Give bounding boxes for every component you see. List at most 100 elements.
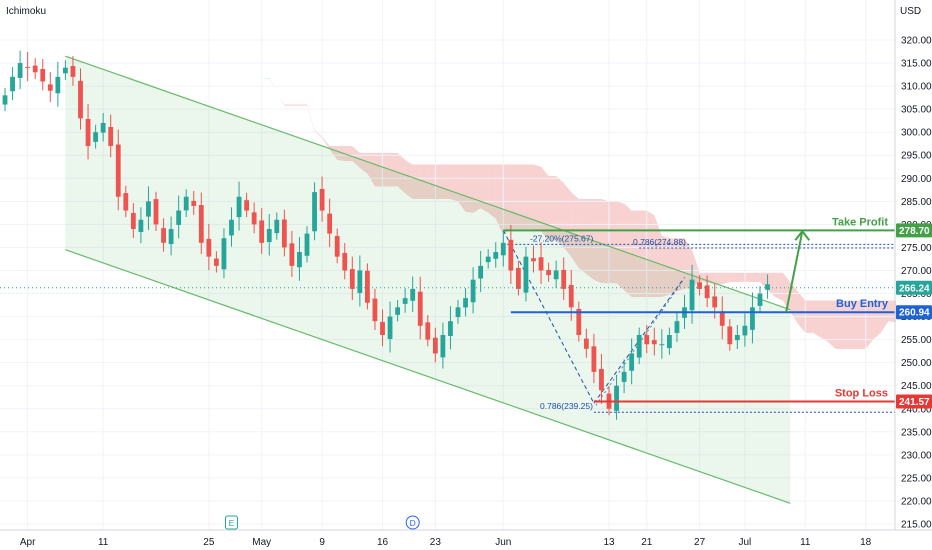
cloud-segment xyxy=(503,164,511,235)
candle-body xyxy=(266,228,272,243)
candle-body xyxy=(493,252,499,259)
candle-body xyxy=(553,270,559,280)
candle xyxy=(146,186,151,231)
candle-body xyxy=(432,337,438,354)
candle-body xyxy=(719,311,725,326)
price-tag-bg xyxy=(896,305,932,320)
candle-body xyxy=(357,270,363,293)
cloud-segment xyxy=(525,164,534,229)
buy-entry-price-tag: 260.94 xyxy=(896,305,932,320)
candle-body xyxy=(750,307,755,330)
candle-body xyxy=(10,76,15,92)
candle xyxy=(281,209,287,257)
candle xyxy=(410,276,416,312)
candle xyxy=(644,325,650,354)
candle xyxy=(455,299,461,324)
candle xyxy=(448,306,453,350)
cloud-segment xyxy=(616,201,625,291)
candle-body xyxy=(304,233,310,256)
candle xyxy=(500,230,506,267)
cloud-segment xyxy=(344,146,353,161)
candle xyxy=(478,250,484,293)
cloud-segment xyxy=(601,199,609,284)
candle xyxy=(372,288,378,331)
cloud-segment xyxy=(337,146,345,161)
y-tick-label: 300.00 xyxy=(901,128,932,139)
candle-body xyxy=(734,335,740,341)
candle xyxy=(2,87,8,112)
x-tick-label: 21 xyxy=(641,537,653,548)
candle-body xyxy=(395,307,400,315)
cloud-segment xyxy=(722,272,730,285)
candle xyxy=(636,327,642,365)
candle-body xyxy=(523,256,529,293)
cloud-segment xyxy=(752,272,760,282)
candle-body xyxy=(138,219,144,233)
candle xyxy=(395,299,400,322)
channel-upper-line xyxy=(65,55,791,311)
candle-body xyxy=(372,298,378,322)
candle-body xyxy=(667,335,672,349)
candle xyxy=(727,319,733,351)
candle-body xyxy=(621,371,627,382)
y-tick-label: 250.00 xyxy=(901,358,932,369)
candle-body xyxy=(568,284,574,308)
candle xyxy=(78,68,83,130)
candle xyxy=(538,242,544,284)
price-tag-text: 241.57 xyxy=(899,397,930,408)
candle-body xyxy=(463,298,468,308)
candle-body xyxy=(93,132,98,142)
candle-body xyxy=(206,238,212,257)
cloud-segment xyxy=(775,272,783,301)
candle-body xyxy=(78,80,83,119)
candle-body xyxy=(508,239,514,271)
candle-body xyxy=(221,238,227,270)
annotations: -27.20%(275.67) 0.786(274.88) 0.786(239.25… xyxy=(530,216,889,411)
y-tick-label: 255.00 xyxy=(901,335,932,346)
candle-body xyxy=(198,205,204,243)
y-tick-label: 215.00 xyxy=(901,520,932,531)
candle-body xyxy=(327,213,333,234)
cloud-segment xyxy=(684,238,693,289)
candle-body xyxy=(576,308,582,336)
descending-channel xyxy=(65,55,791,504)
candle-body xyxy=(251,212,257,225)
candle-body xyxy=(402,298,408,304)
candle-body xyxy=(651,340,657,345)
candle xyxy=(191,190,197,215)
stop-loss-label: Stop Loss xyxy=(835,388,888,400)
cloud-segment xyxy=(624,203,632,297)
candle xyxy=(251,202,257,234)
candle-body xyxy=(417,291,423,326)
time-axis[interactable]: Apr 11 25 May 9 16 23 Jun 13 21 27 Jul 11 18 E D xyxy=(20,515,872,548)
dividend-badge xyxy=(405,515,420,530)
candle xyxy=(93,124,98,149)
candle xyxy=(583,328,589,358)
cloud-segment xyxy=(873,300,881,340)
candle-body xyxy=(115,144,121,197)
cloud-segment xyxy=(533,164,542,232)
candle xyxy=(85,103,91,160)
candle-body xyxy=(214,258,219,266)
candle-body xyxy=(47,84,53,91)
candle xyxy=(757,286,763,313)
candle xyxy=(47,71,53,102)
candle-body xyxy=(485,256,491,263)
candlesticks xyxy=(2,50,770,420)
y-tick-label: 310.00 xyxy=(901,82,932,93)
candle-body xyxy=(614,385,619,411)
cloud-segment xyxy=(299,104,307,106)
candle xyxy=(576,301,582,342)
candle-body xyxy=(455,307,461,318)
cloud-segment xyxy=(412,164,421,200)
cloud-segment xyxy=(639,210,647,297)
x-tick-label: May xyxy=(252,537,271,548)
candle xyxy=(667,327,672,355)
candle-body xyxy=(697,282,702,289)
candle xyxy=(402,288,408,313)
x-tick-label: Jul xyxy=(739,537,752,548)
cloud-segment xyxy=(450,164,458,202)
candle xyxy=(742,313,748,347)
trade-levels xyxy=(0,229,895,403)
